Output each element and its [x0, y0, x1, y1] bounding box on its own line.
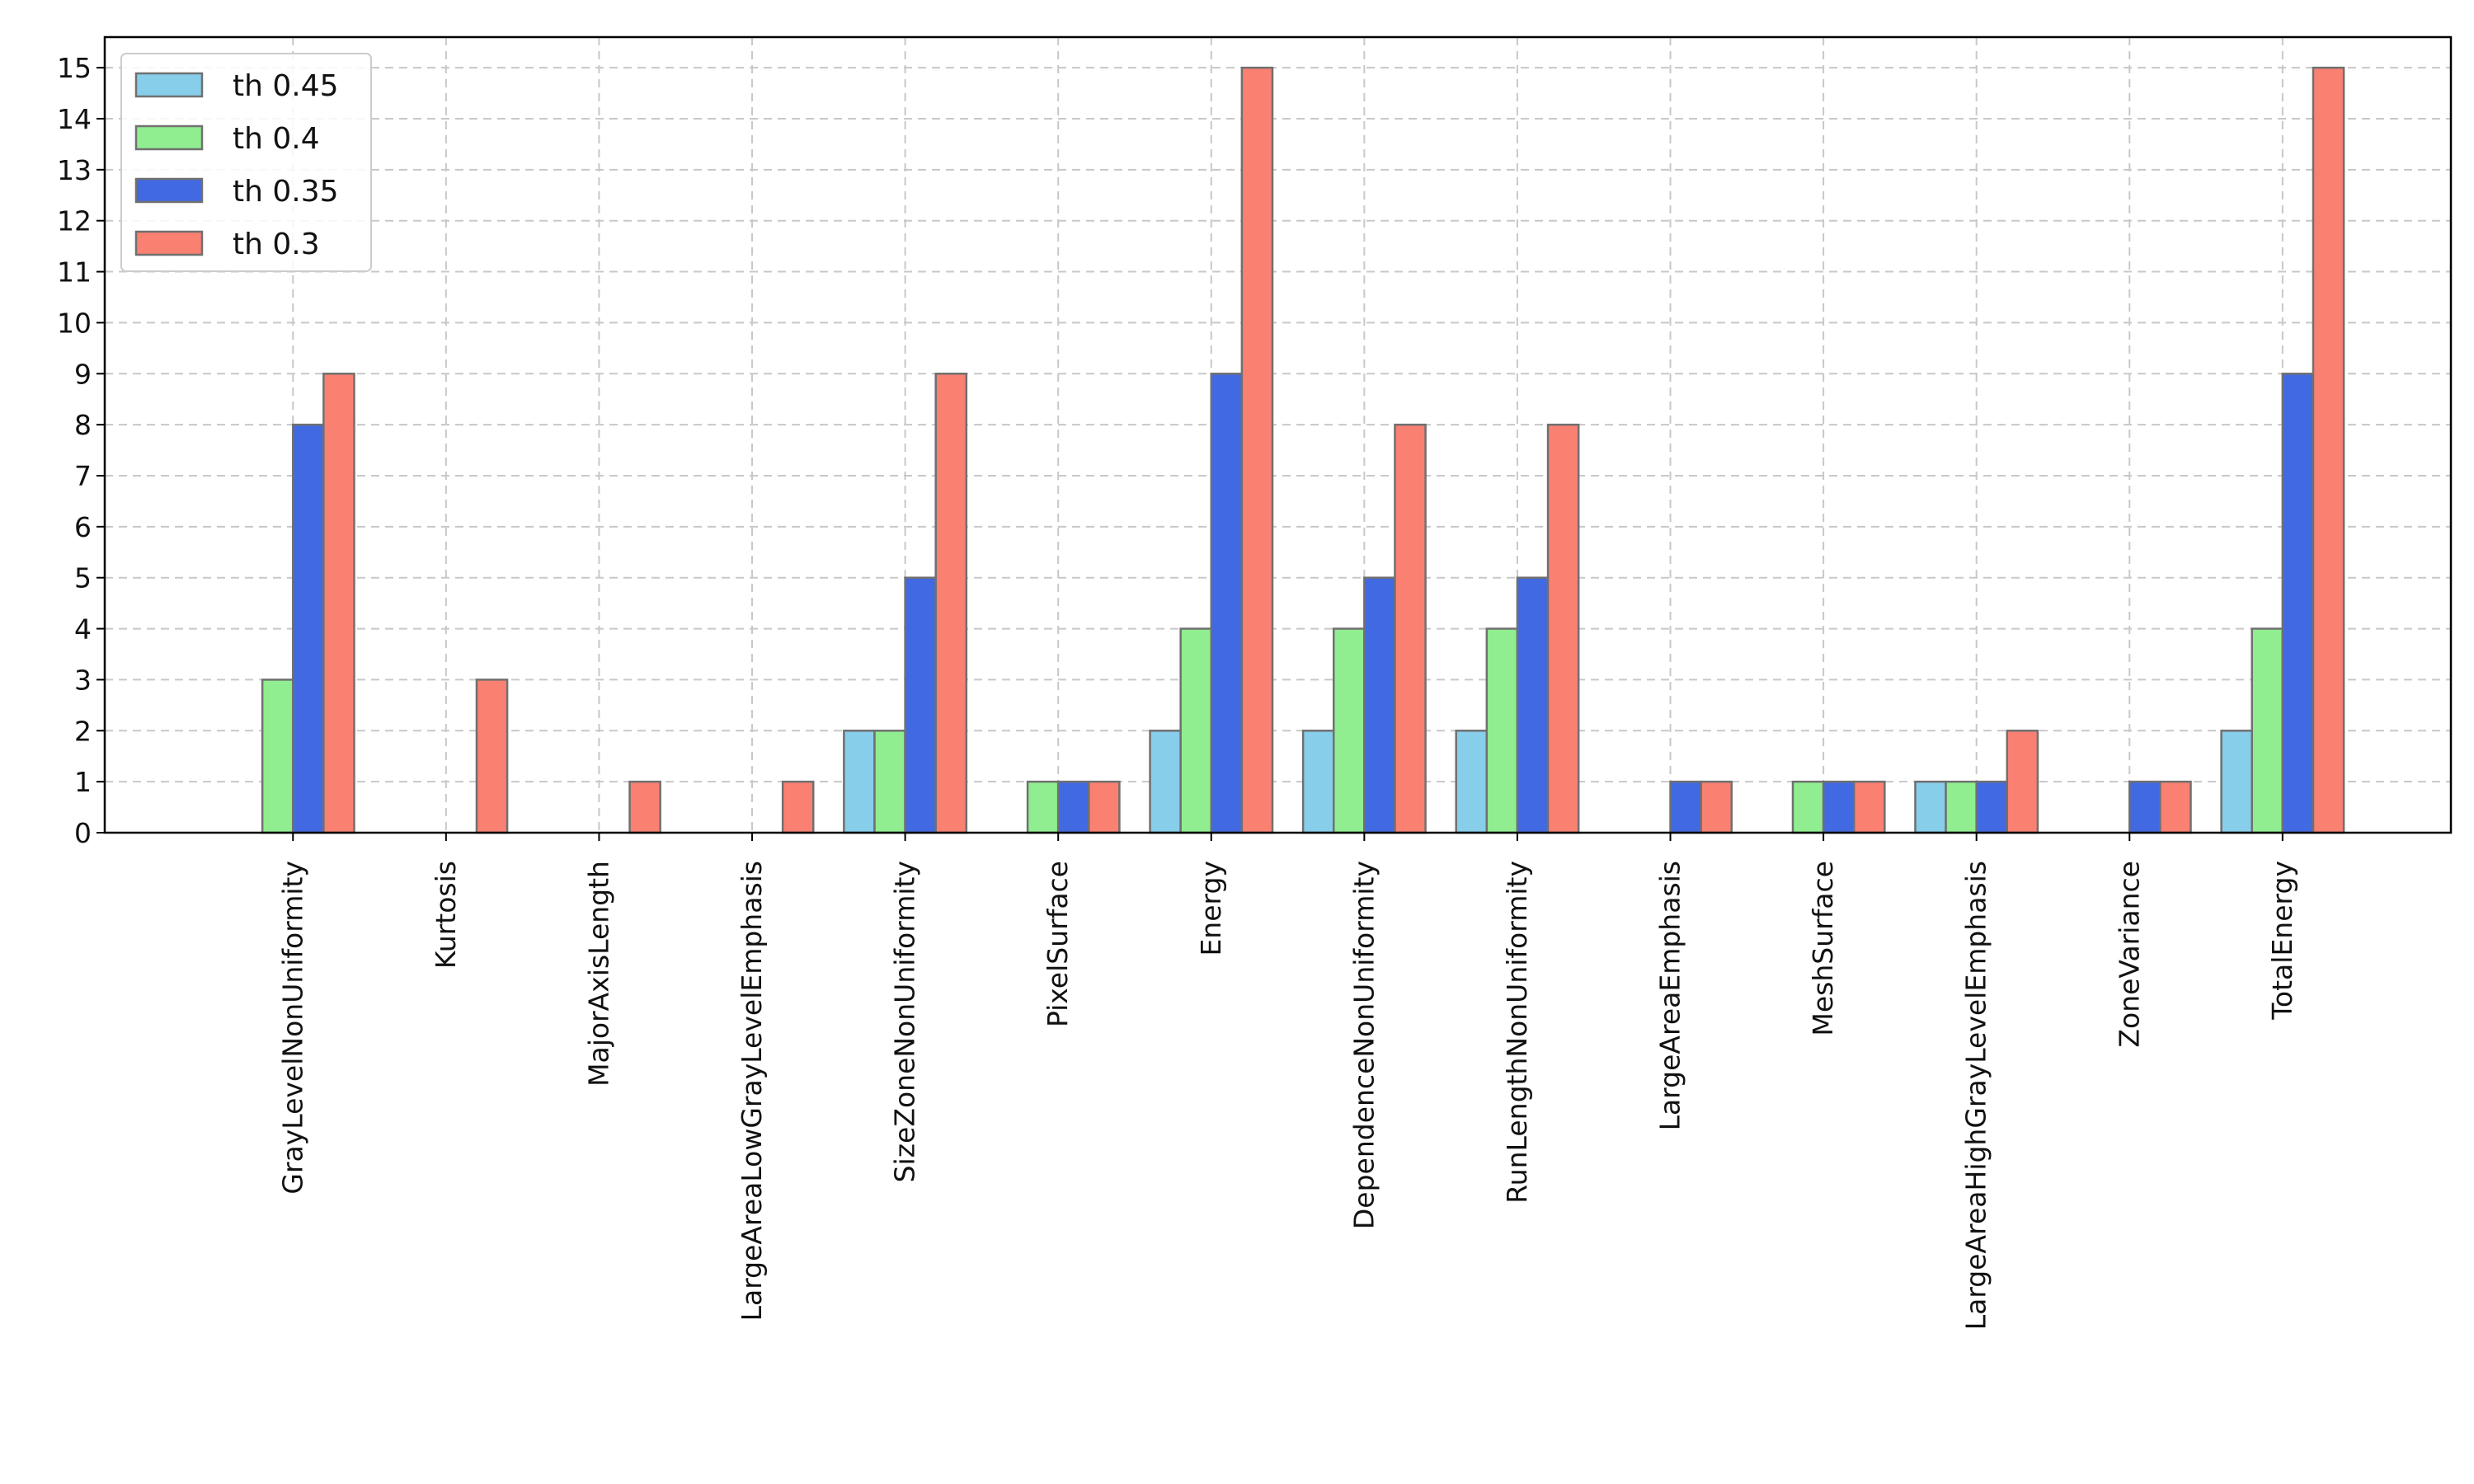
- bar: [2281, 373, 2315, 834]
- bar: [2006, 730, 2039, 834]
- x-tick-label: TotalEnergy: [2266, 861, 2298, 1021]
- bar: [1088, 780, 1121, 834]
- x-tick-label: Kurtosis: [430, 861, 462, 969]
- legend-swatch: [134, 72, 204, 98]
- grid-lines: [105, 37, 2451, 834]
- bar: [322, 373, 355, 834]
- y-tick-label: 3: [74, 664, 92, 696]
- x-tick-label: DependenceNonUniformity: [1348, 861, 1380, 1229]
- bar: [1026, 780, 1060, 834]
- x-tick-label: Energy: [1195, 861, 1227, 956]
- bar: [1822, 780, 1856, 834]
- y-tick-label: 7: [74, 460, 92, 492]
- bar: [1363, 576, 1396, 834]
- y-tick-label: 14: [57, 103, 92, 135]
- x-tick-label: MajorAxisLength: [582, 861, 614, 1087]
- bar: [843, 730, 876, 834]
- x-axis: GrayLevelNonUniformity Kurtosis MajorAxisL…: [276, 833, 2298, 1330]
- x-tick-label: LargeAreaLowGrayLevelEmphasis: [736, 861, 768, 1321]
- legend-label: th 0.3: [233, 228, 320, 261]
- x-tick-label: MeshSurface: [1807, 861, 1839, 1036]
- legend-label: th 0.45: [233, 69, 339, 103]
- bar: [1700, 780, 1733, 834]
- legend-swatch: [134, 124, 204, 151]
- y-tick-label: 9: [74, 358, 92, 390]
- x-tick-label: LargeAreaEmphasis: [1654, 861, 1686, 1130]
- bar: [2220, 730, 2253, 834]
- bar: [1791, 780, 1825, 834]
- bar: [1852, 780, 1886, 834]
- x-tick-label: SizeZoneNonUniformity: [889, 861, 921, 1182]
- bars: [261, 66, 2345, 834]
- bar: [1546, 423, 1580, 834]
- bar: [1149, 730, 1182, 834]
- bar: [1301, 730, 1335, 834]
- y-tick-label: 6: [74, 511, 92, 543]
- bar: [1056, 780, 1090, 834]
- y-tick-label: 4: [74, 613, 92, 646]
- y-tick-label: 13: [57, 154, 92, 186]
- bar: [1516, 576, 1550, 834]
- bar: [2312, 66, 2345, 834]
- bar: [904, 576, 937, 834]
- y-tick-label: 5: [74, 562, 92, 594]
- bar: [781, 780, 815, 834]
- y-tick-label: 2: [74, 715, 92, 747]
- y-tick-label: 12: [57, 205, 92, 237]
- bar: [934, 373, 968, 834]
- legend-swatch: [134, 177, 204, 204]
- bar: [1914, 780, 1947, 834]
- y-tick-label: 10: [57, 307, 92, 339]
- y-tick-label: 15: [57, 52, 92, 84]
- x-tick-label: ZoneVariance: [2113, 861, 2145, 1048]
- legend-box: [120, 53, 372, 272]
- bar: [1485, 627, 1519, 834]
- bar: [1669, 780, 1702, 834]
- legend-label: th 0.35: [233, 175, 339, 209]
- bar: [1210, 373, 1244, 834]
- legend: th 0.45 th 0.4 th 0.35 th 0.3: [120, 53, 372, 272]
- y-tick-label: 11: [57, 256, 92, 289]
- bar: [2251, 627, 2284, 834]
- bar: [2159, 780, 2192, 834]
- plot-area-frame: [103, 35, 2453, 834]
- bar: [1455, 730, 1489, 834]
- bar: [1975, 780, 2009, 834]
- bar: [1394, 423, 1427, 834]
- bar: [1240, 66, 1274, 834]
- x-tick-label: LargeAreaHighGrayLevelEmphasis: [1960, 861, 1992, 1330]
- bar: [261, 679, 294, 834]
- y-tick-label: 0: [74, 817, 92, 849]
- bar: [475, 679, 509, 834]
- legend-label: th 0.4: [233, 122, 320, 156]
- bar: [1332, 627, 1366, 834]
- bar: [2128, 780, 2161, 834]
- bar: [1945, 780, 1978, 834]
- y-tick-label: 8: [74, 409, 92, 441]
- x-tick-label: GrayLevelNonUniformity: [276, 861, 308, 1195]
- x-tick-label: RunLengthNonUniformity: [1501, 861, 1533, 1204]
- x-tick-label: PixelSurface: [1042, 861, 1074, 1027]
- legend-swatch: [134, 230, 204, 256]
- bar: [292, 423, 325, 834]
- bar: [873, 730, 906, 834]
- bar: [1179, 627, 1213, 834]
- bar: [628, 780, 661, 834]
- y-tick-label: 1: [74, 766, 92, 798]
